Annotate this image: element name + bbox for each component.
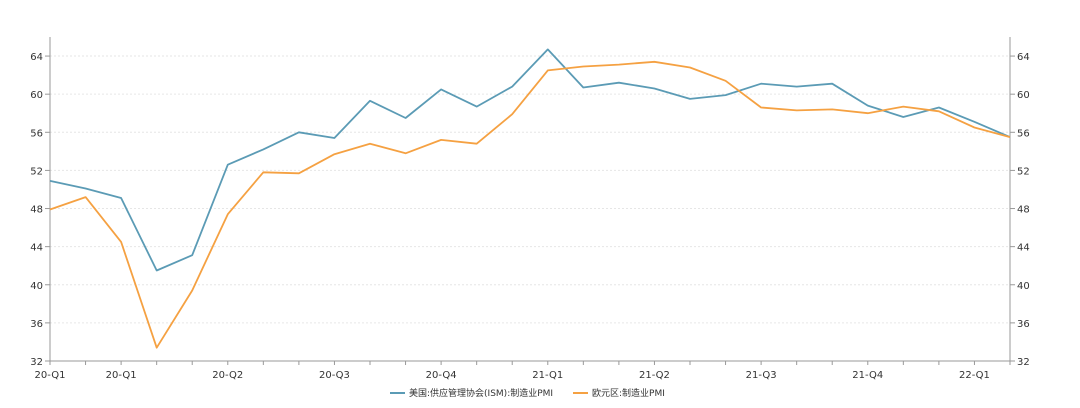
y-tick-label-left: 44 [30, 243, 43, 254]
y-tick-label-left: 48 [30, 205, 43, 216]
y-tick-label-right: 60 [1017, 90, 1030, 101]
x-tick-label: 20-Q4 [426, 370, 457, 381]
y-tick-label-right: 52 [1017, 166, 1030, 177]
y-tick-label-right: 44 [1017, 243, 1030, 254]
y-tick-label-right: 48 [1017, 205, 1030, 216]
grid-lines [50, 55, 1010, 362]
y-tick-label-left: 52 [30, 166, 43, 177]
y-tick-label-right: 36 [1017, 319, 1030, 330]
y-tick-label-right: 40 [1017, 281, 1030, 292]
y-tick-label-left: 60 [30, 90, 43, 101]
axes: 32 32 36 36 40 40 44 44 48 48 52 52 56 56 60 60 64 64 20-Q… [30, 37, 1030, 381]
x-tick-label: 21-Q3 [746, 370, 777, 381]
y-tick-label-right: 56 [1017, 128, 1030, 139]
x-tick-label: 22-Q1 [959, 370, 990, 381]
series-lines [49, 48, 1011, 349]
x-tick-label: 20-Q1 [106, 370, 137, 381]
y-tick-label-left: 56 [30, 128, 43, 139]
y-tick-label-left: 40 [30, 281, 43, 292]
legend-label-1: 欧元区:制造业PMI [592, 387, 665, 399]
y-tick-label-left: 32 [30, 357, 43, 368]
x-tick-label: 20-Q1 [35, 370, 66, 381]
y-tick-label-left: 36 [30, 319, 43, 330]
series-line-1 [49, 60, 1011, 349]
x-tick-label: 21-Q4 [852, 370, 883, 381]
y-tick-label-left: 64 [30, 52, 43, 63]
series-line-0 [49, 48, 1011, 272]
x-tick-label: 20-Q3 [319, 370, 350, 381]
x-tick-label: 21-Q1 [532, 370, 563, 381]
legend-label-0: 美国:供应管理协会(ISM):制造业PMI [409, 387, 553, 399]
y-tick-label-right: 32 [1017, 357, 1030, 368]
x-tick-label: 21-Q2 [639, 370, 670, 381]
y-tick-label-right: 64 [1017, 52, 1030, 63]
legend: 美国:供应管理协会(ISM):制造业PMI 欧元区:制造业PMI [390, 387, 665, 399]
x-tick-label: 20-Q2 [212, 370, 243, 381]
